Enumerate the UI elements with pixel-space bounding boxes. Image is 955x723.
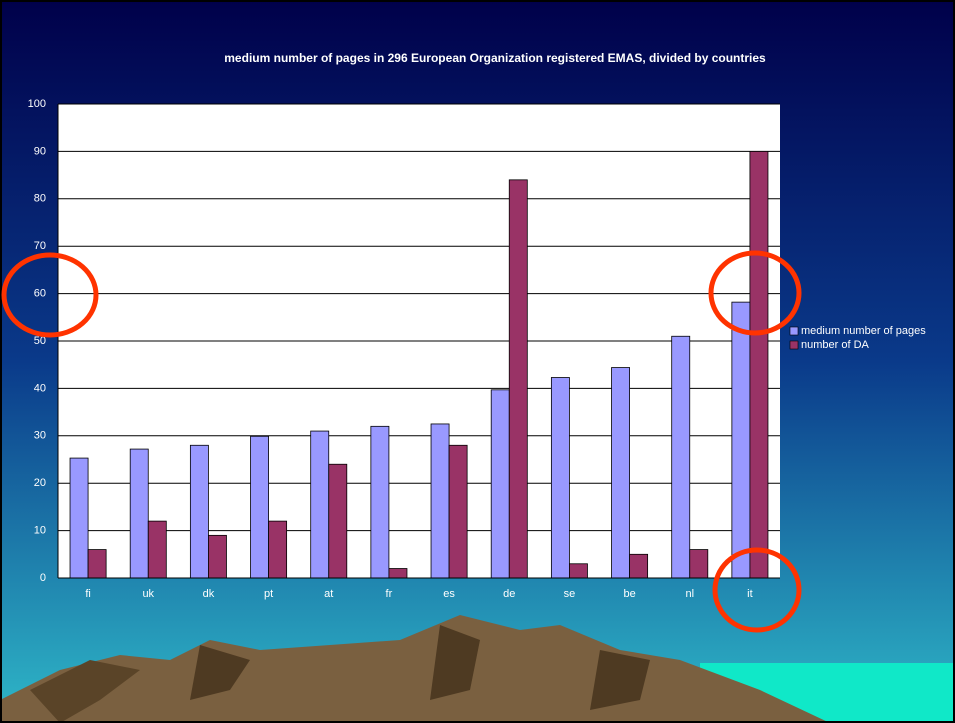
bar xyxy=(208,534,227,579)
bar xyxy=(490,389,510,579)
legend-swatch xyxy=(789,340,799,350)
chart-title: medium number of pages in 296 European O… xyxy=(224,51,766,65)
bar xyxy=(189,444,209,579)
bar xyxy=(268,520,288,579)
y-tick-label: 40 xyxy=(34,382,46,394)
legend-swatch xyxy=(789,326,799,336)
bar xyxy=(147,520,167,579)
y-tick-label: 100 xyxy=(28,98,46,110)
x-tick-label: se xyxy=(564,588,576,600)
y-tick-label: 50 xyxy=(34,335,46,347)
bar xyxy=(129,448,149,579)
bar xyxy=(448,444,468,579)
x-tick-label: be xyxy=(623,588,635,600)
bar xyxy=(370,425,390,579)
bar xyxy=(749,150,769,579)
mountain-shade xyxy=(430,625,480,700)
legend-label: medium number of pages xyxy=(801,325,926,337)
legend-label: number of DA xyxy=(801,339,870,351)
bar xyxy=(569,563,588,579)
y-tick-label: 0 xyxy=(40,572,46,584)
x-tick-label: es xyxy=(443,588,455,600)
highlight-circle xyxy=(708,250,802,336)
bar xyxy=(671,335,691,579)
bar xyxy=(611,367,630,579)
bar xyxy=(689,549,709,579)
bar xyxy=(250,435,269,579)
x-tick-label: de xyxy=(503,588,515,600)
plot: 0 10 20 30 40 50 60 70 80 90 100 fi uk dk pt at fr es de se… xyxy=(28,98,927,600)
mountain-shade xyxy=(590,650,650,710)
bar xyxy=(731,301,751,579)
bar xyxy=(310,430,330,579)
bar xyxy=(629,553,649,579)
x-tick-label: dk xyxy=(203,588,215,600)
bar xyxy=(87,549,107,579)
highlight-circle xyxy=(712,547,802,633)
y-tick-label: 90 xyxy=(34,145,46,157)
bar xyxy=(388,568,408,579)
x-tick-label: pt xyxy=(264,588,273,600)
y-tick-label: 80 xyxy=(34,193,46,205)
x-tick-label: fr xyxy=(386,588,393,600)
bar xyxy=(508,179,528,579)
y-tick-label: 70 xyxy=(34,240,46,252)
bar xyxy=(328,463,348,579)
mountain-shade xyxy=(190,645,250,700)
y-tick-label: 20 xyxy=(34,477,46,489)
x-tick-label: at xyxy=(324,588,333,600)
y-tick-label: 10 xyxy=(34,525,46,537)
bar xyxy=(69,457,89,579)
y-tick-label: 60 xyxy=(34,288,46,300)
highlight-circle xyxy=(1,252,99,338)
x-tick-label: uk xyxy=(142,588,154,600)
y-tick-label: 30 xyxy=(34,430,46,442)
x-tick-label: fi xyxy=(85,588,91,600)
x-tick-label: nl xyxy=(685,588,694,600)
mountain-shade xyxy=(30,660,140,723)
bar xyxy=(430,423,450,579)
bar xyxy=(550,377,570,579)
x-tick-label: it xyxy=(747,588,753,600)
